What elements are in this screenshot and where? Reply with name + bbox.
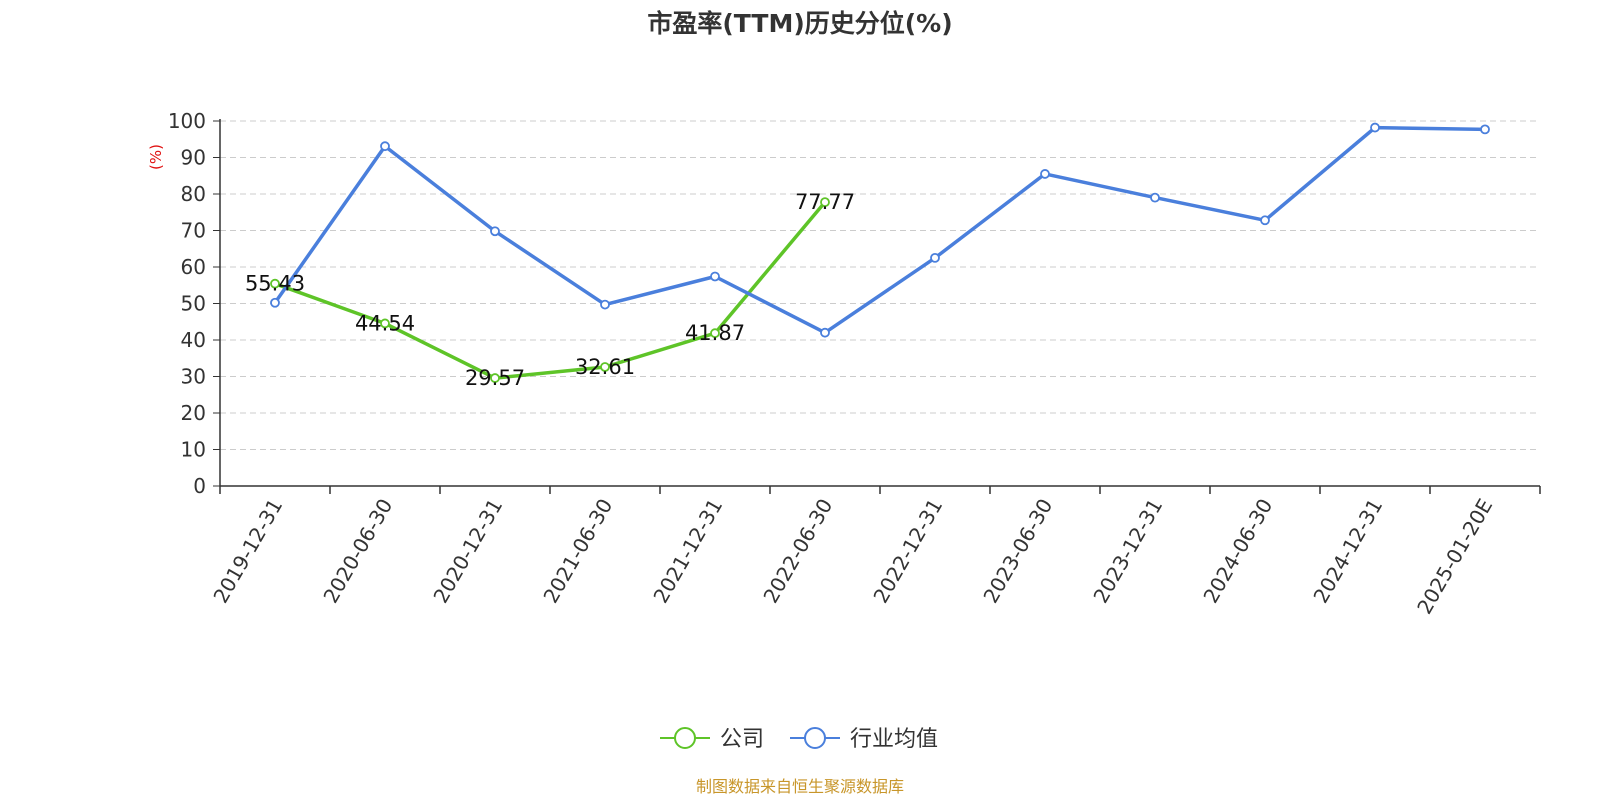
- x-tick-label: 2022-06-30: [758, 495, 837, 608]
- series-0-point[interactable]: [820, 197, 830, 208]
- data-label: 41.87: [685, 321, 745, 345]
- series-0-point[interactable]: [380, 318, 390, 329]
- y-tick-label: 70: [181, 219, 206, 243]
- y-tick-label: 40: [181, 328, 206, 352]
- series-1-point[interactable]: [930, 252, 940, 263]
- x-tick-label: 2023-12-31: [1088, 495, 1167, 608]
- series-0-point[interactable]: [270, 278, 280, 289]
- x-tick-label: 2024-12-31: [1308, 495, 1387, 608]
- legend-item-0[interactable]: 公司: [660, 727, 764, 752]
- y-tick-label: 90: [181, 146, 206, 170]
- series-layer: [270, 122, 1490, 383]
- y-tick-label: 10: [181, 438, 206, 462]
- series-1-point[interactable]: [1150, 192, 1160, 203]
- series-1-point[interactable]: [1040, 169, 1050, 179]
- data-label: 55.43: [245, 272, 305, 296]
- series-1-point[interactable]: [490, 226, 500, 237]
- series-1-point[interactable]: [820, 327, 830, 338]
- series-1-point[interactable]: [600, 299, 610, 310]
- legend-marker: [804, 727, 826, 749]
- x-tick-label: 2024-06-30: [1198, 495, 1277, 608]
- y-tick-label: 100: [168, 109, 206, 133]
- data-label: 32.61: [575, 355, 635, 379]
- x-tick-label: 2019-12-31: [208, 495, 287, 608]
- x-tick-label: 2025-01-20E: [1412, 495, 1497, 619]
- y-tick-label: 20: [181, 401, 206, 425]
- legend-marker: [674, 727, 696, 749]
- x-tick-label: 2021-12-31: [648, 495, 727, 608]
- series-1-point[interactable]: [1370, 122, 1380, 133]
- y-tick-label: 50: [181, 292, 206, 316]
- data-label: 77.77: [795, 190, 855, 214]
- source-note: 制图数据来自恒生聚源数据库: [696, 777, 904, 796]
- x-tick-label: 2021-06-30: [538, 495, 617, 608]
- series-1-point[interactable]: [380, 141, 390, 152]
- x-tick-label: 2022-12-31: [868, 495, 947, 608]
- series-0-point[interactable]: [710, 328, 720, 339]
- y-tick-label: 30: [181, 365, 206, 389]
- data-label: 29.57: [465, 366, 525, 390]
- legend-item-1[interactable]: 行业均值: [790, 727, 938, 752]
- series-line-1: [273, 125, 1486, 335]
- y-tick-label: 60: [181, 255, 206, 279]
- y-tick-label: 80: [181, 182, 206, 206]
- legend-label: 公司: [720, 727, 764, 752]
- series-1-point[interactable]: [1260, 215, 1270, 226]
- series-0-point[interactable]: [600, 362, 610, 372]
- gridlines: [220, 120, 1540, 450]
- axes: 0 10 20 30 40 50 60 70 80 90 100 2019-12-31 2020-06-…: [168, 109, 1541, 619]
- x-tick-label: 2020-12-31: [428, 495, 507, 608]
- y-axis-unit-label: (%): [147, 144, 165, 170]
- legend-label: 行业均值: [850, 727, 938, 752]
- data-label: 44.54: [355, 311, 415, 335]
- series-1-point[interactable]: [1480, 124, 1490, 135]
- series-1-point[interactable]: [270, 297, 280, 308]
- x-tick-label: 2020-06-30: [318, 495, 397, 608]
- series-1-point[interactable]: [710, 271, 720, 282]
- chart-title: 市盈率(TTM)历史分位(%): [647, 9, 952, 38]
- x-tick-label: 2023-06-30: [978, 495, 1057, 608]
- data-labels: 55.43 44.54 29.57 32.61 41.87 77.77: [245, 190, 855, 390]
- y-tick-label: 0: [193, 474, 206, 498]
- series-0-point[interactable]: [490, 373, 500, 383]
- legend[interactable]: 公司 行业均值: [660, 727, 938, 752]
- series-line-0: [274, 200, 827, 380]
